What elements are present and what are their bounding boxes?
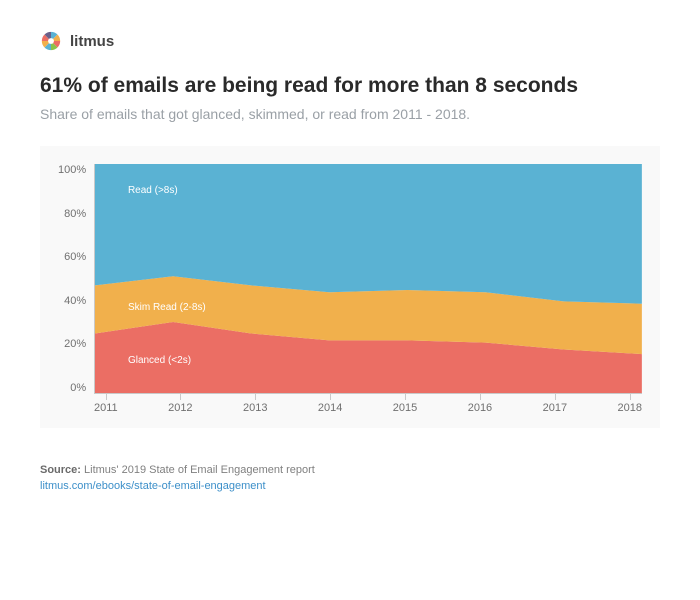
x-tick: 2012 (168, 402, 192, 414)
brand-logo: litmus (40, 30, 660, 52)
x-tick: 2015 (393, 402, 417, 414)
page-title: 61% of emails are being read for more th… (40, 74, 660, 98)
footer: Source: Litmus' 2019 State of Email Enga… (40, 464, 660, 492)
x-axis: 2011 2012 2013 2014 2015 2016 2017 2018 (94, 394, 642, 414)
y-tick: 60% (58, 251, 86, 263)
x-tick: 2018 (618, 402, 642, 414)
y-axis: 100% 80% 60% 40% 20% 0% (58, 164, 94, 394)
chart-container: 100% 80% 60% 40% 20% 0% Glanced (<2s)Skim Rea… (40, 146, 660, 428)
x-tick: 2013 (243, 402, 267, 414)
litmus-logo-icon (40, 30, 62, 52)
source-link[interactable]: litmus.com/ebooks/state-of-email-engagem… (40, 480, 660, 492)
y-tick: 0% (58, 382, 86, 394)
source-label: Source: (40, 464, 81, 476)
page-subtitle: Share of emails that got glanced, skimme… (40, 106, 660, 122)
x-tick: 2014 (318, 402, 342, 414)
stacked-area-svg (95, 164, 642, 393)
x-tick: 2016 (468, 402, 492, 414)
plot-area: Glanced (<2s)Skim Read (2-8s)Read (>8s) (94, 164, 642, 394)
brand-name: litmus (70, 33, 114, 50)
y-tick: 80% (58, 208, 86, 220)
y-tick: 40% (58, 295, 86, 307)
y-tick: 20% (58, 338, 86, 350)
x-tick: 2011 (94, 402, 118, 414)
source-text: Litmus' 2019 State of Email Engagement r… (84, 464, 315, 476)
y-tick: 100% (58, 164, 86, 176)
x-tick: 2017 (543, 402, 567, 414)
